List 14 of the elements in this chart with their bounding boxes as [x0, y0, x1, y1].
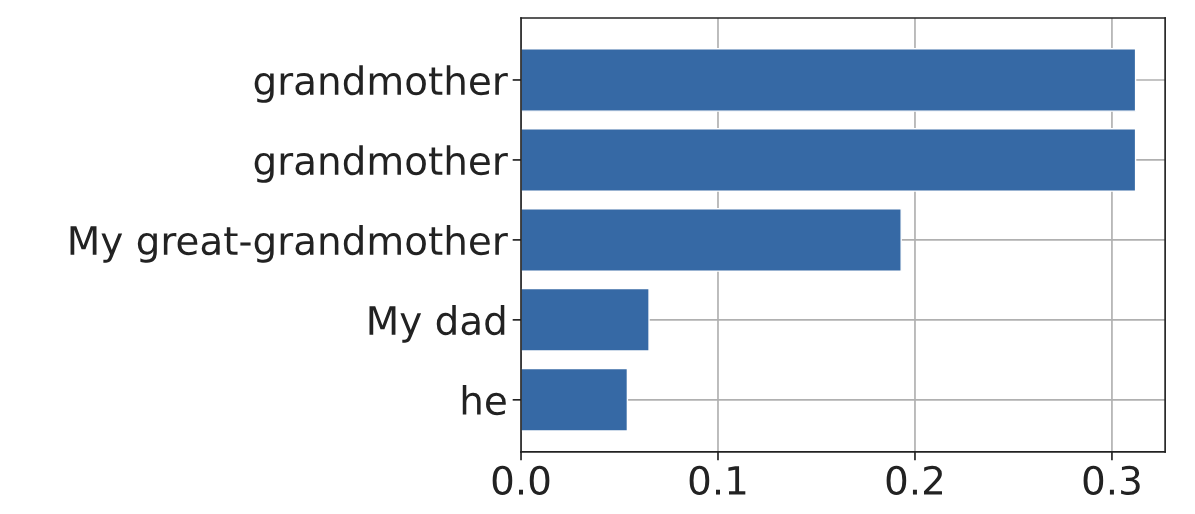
y-tick-label: grandmother — [254, 145, 508, 183]
x-tick-label: 0.3 — [1083, 465, 1140, 496]
bar — [521, 287, 650, 352]
bar — [521, 367, 629, 432]
y-tick-label: My dad — [369, 305, 505, 343]
y-tick-label: grandmother — [254, 65, 508, 103]
bar — [521, 48, 1137, 112]
bar — [521, 128, 1137, 192]
y-tick-label: My great-grandmother — [70, 225, 508, 263]
bar — [521, 208, 902, 272]
x-tick-label: 0.0 — [492, 465, 550, 496]
x-tick-label: 0.1 — [689, 465, 746, 496]
x-tick-label: 0.2 — [886, 465, 942, 496]
y-tick-label: he — [462, 385, 506, 416]
